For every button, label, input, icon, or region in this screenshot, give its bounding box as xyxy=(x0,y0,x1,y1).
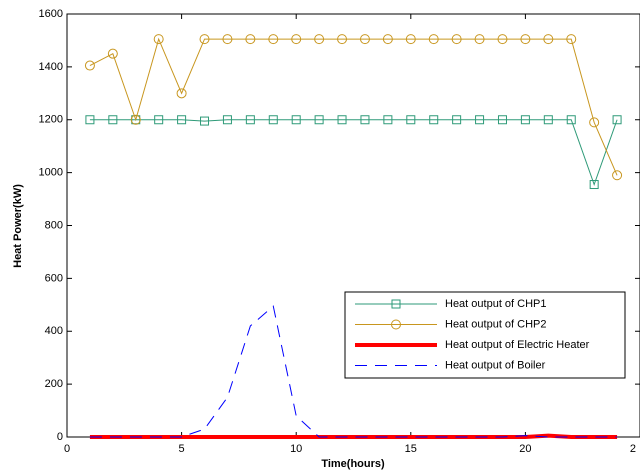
data-point xyxy=(200,116,210,126)
data-point xyxy=(85,115,95,125)
data-point xyxy=(474,34,485,45)
data-point xyxy=(451,34,462,45)
series-line xyxy=(89,305,618,438)
legend-label: Heat output of Electric Heater xyxy=(445,339,590,351)
data-point xyxy=(589,117,600,128)
data-point xyxy=(222,34,233,45)
data-point xyxy=(566,34,577,45)
data-point xyxy=(612,115,622,125)
data-point xyxy=(452,115,462,125)
data-point xyxy=(108,115,118,125)
data-point xyxy=(268,115,278,125)
data-point xyxy=(359,34,370,45)
data-point xyxy=(405,34,416,45)
data-point xyxy=(543,34,554,45)
data-point xyxy=(383,115,393,125)
data-point xyxy=(245,115,255,125)
data-point xyxy=(153,34,164,45)
y-tick-label: 0 xyxy=(57,431,63,443)
data-point xyxy=(199,34,210,45)
data-point xyxy=(429,115,439,125)
x-axis-label: Time(hours) xyxy=(321,458,385,470)
data-point xyxy=(84,60,95,71)
y-tick-label: 400 xyxy=(45,325,63,337)
data-point xyxy=(176,88,187,99)
y-tick-label: 1400 xyxy=(39,61,63,73)
x-tick-label: 0 xyxy=(64,443,70,455)
y-axis-label: Heat Power(kW) xyxy=(12,184,24,268)
legend-label: Heat output of Boiler xyxy=(445,359,546,371)
data-point xyxy=(222,115,232,125)
data-point xyxy=(337,115,347,125)
data-point xyxy=(475,115,485,125)
data-point xyxy=(497,115,507,125)
x-tick-label: 5 xyxy=(179,443,185,455)
y-tick-label: 600 xyxy=(45,272,63,284)
legend-label: Heat output of CHP2 xyxy=(445,318,547,330)
y-tick-label: 800 xyxy=(45,219,63,231)
data-point xyxy=(543,115,553,125)
data-point xyxy=(612,170,623,181)
series-line xyxy=(89,37,618,176)
data-point xyxy=(497,34,508,45)
data-point xyxy=(107,48,118,59)
data-point xyxy=(360,115,370,125)
y-tick-label: 200 xyxy=(45,378,63,390)
data-point xyxy=(177,115,187,125)
legend-marker xyxy=(391,299,401,309)
legend-label: Heat output of CHP1 xyxy=(445,298,547,310)
x-tick-label: 10 xyxy=(290,443,302,455)
data-point xyxy=(130,114,141,125)
data-point xyxy=(382,34,393,45)
data-point xyxy=(291,34,302,45)
data-point xyxy=(314,34,325,45)
y-tick-label: 1200 xyxy=(39,114,63,126)
legend-marker xyxy=(391,319,401,330)
data-point xyxy=(154,115,164,125)
y-tick-label: 1600 xyxy=(39,8,63,20)
x-tick-label: 2 xyxy=(630,443,636,455)
data-point xyxy=(406,115,416,125)
data-point xyxy=(268,34,279,45)
x-tick-label: 20 xyxy=(519,443,531,455)
data-point xyxy=(428,34,439,45)
data-point xyxy=(566,115,576,125)
data-point xyxy=(291,115,301,125)
y-tick-label: 1000 xyxy=(39,167,63,179)
data-point xyxy=(520,34,531,45)
x-tick-label: 15 xyxy=(405,443,417,455)
data-point xyxy=(337,34,348,45)
data-point xyxy=(314,115,324,125)
data-point xyxy=(520,115,530,125)
data-point xyxy=(245,34,256,45)
data-point xyxy=(589,180,599,190)
